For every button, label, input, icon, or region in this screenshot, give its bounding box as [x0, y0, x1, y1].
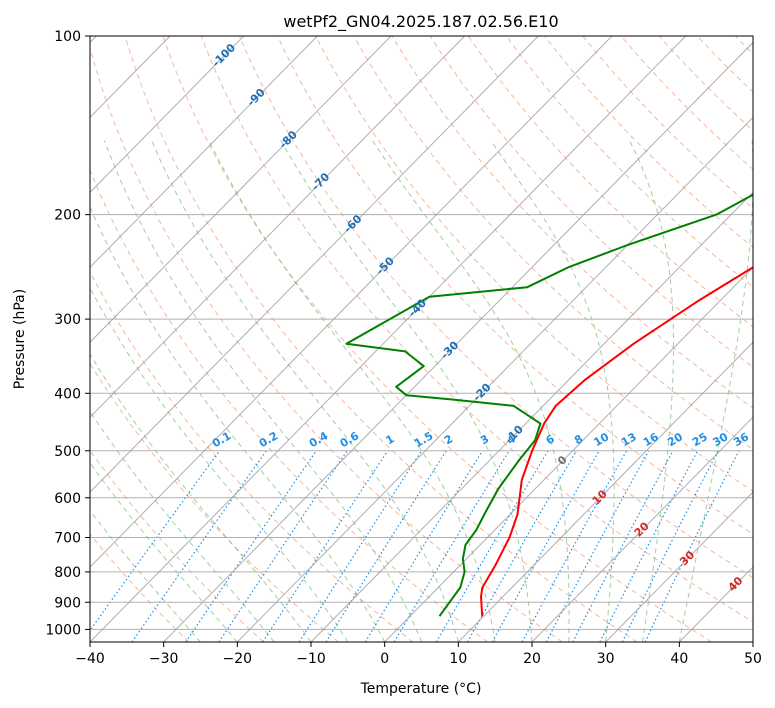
background-lines [90, 36, 753, 642]
y-tick-label: 400 [54, 386, 81, 402]
mixing-ratio-line [644, 450, 740, 642]
dry-adiabat-line [90, 270, 414, 642]
mixing-ratio-line [621, 450, 719, 642]
dry-adiabat-line [467, 36, 753, 328]
isotherm-line [310, 191, 753, 642]
mixing-ratio-line [90, 450, 220, 632]
data-series [345, 193, 753, 617]
dry-adiabat-line [90, 362, 339, 642]
dry-adiabat-line [315, 36, 753, 493]
y-tick-label: 300 [54, 312, 81, 328]
y-tick-label: 500 [54, 444, 81, 460]
mixing-ratio-line [521, 450, 628, 642]
isotherm-line [90, 36, 466, 418]
isotherm-line [90, 36, 392, 343]
y-tick-label: 800 [54, 565, 81, 581]
dry-adiabat-line [124, 36, 638, 642]
x-tick-label: −40 [75, 651, 105, 667]
x-tick-label: −20 [223, 651, 253, 667]
y-tick-label: 700 [54, 531, 81, 547]
x-tick-label: 0 [380, 651, 389, 667]
y-tick-label: 100 [54, 29, 81, 45]
dry-adiabat-line [90, 46, 563, 642]
dry-adiabat-line [429, 36, 753, 368]
y-axis: 1000 900 800 700 600 500 400 300 200 100 [45, 29, 90, 638]
mixing-ratio-line [393, 450, 510, 642]
dry-adiabat-line [353, 36, 753, 451]
y-tick-label: 600 [54, 491, 81, 507]
y-tick-label: 200 [54, 208, 81, 224]
mixing-ratio-line [298, 450, 423, 642]
mixing-ratio-line [262, 450, 389, 642]
x-axis: −40 −30 −20 −10 0 10 20 30 40 50 [75, 642, 762, 667]
y-tick-label: 1000 [45, 622, 81, 638]
temperature-line [480, 266, 753, 617]
isotherm-line [90, 36, 539, 493]
chart-title: wetPf2_GN04.2025.187.02.56.E10 [283, 12, 558, 32]
isotherm-line [90, 36, 318, 269]
mixing-ratio-line [545, 450, 650, 642]
mixing-ratio-line [364, 450, 484, 642]
mixing-ratio-line [185, 450, 317, 642]
x-tick-label: −10 [296, 651, 326, 667]
mixing-ratio-line [218, 450, 348, 642]
x-tick-label: 40 [670, 651, 688, 667]
isotherm-line [605, 491, 753, 642]
x-tick-label: 20 [523, 651, 541, 667]
y-tick-label: 900 [54, 595, 81, 611]
plot-area [90, 36, 753, 642]
isotherm-line [457, 341, 753, 642]
mixing-ratio-line [325, 450, 447, 642]
x-tick-label: 30 [597, 651, 615, 667]
isotherm-line [236, 116, 753, 642]
isotherm-line [90, 36, 687, 642]
isotherm-line [163, 41, 753, 642]
y-axis-label: Pressure (hPa) [12, 289, 28, 389]
x-tick-label: −30 [149, 651, 179, 667]
plot-frame [89, 35, 754, 643]
isotherm-line [531, 416, 753, 642]
x-tick-label: 10 [449, 651, 467, 667]
x-tick-label: 50 [744, 651, 762, 667]
isotherm-line [90, 36, 245, 194]
x-axis-label: Temperature (°C) [360, 681, 482, 697]
dewpoint-line [345, 193, 753, 617]
isotherm-line [90, 36, 613, 568]
isotherm-line [384, 266, 753, 642]
